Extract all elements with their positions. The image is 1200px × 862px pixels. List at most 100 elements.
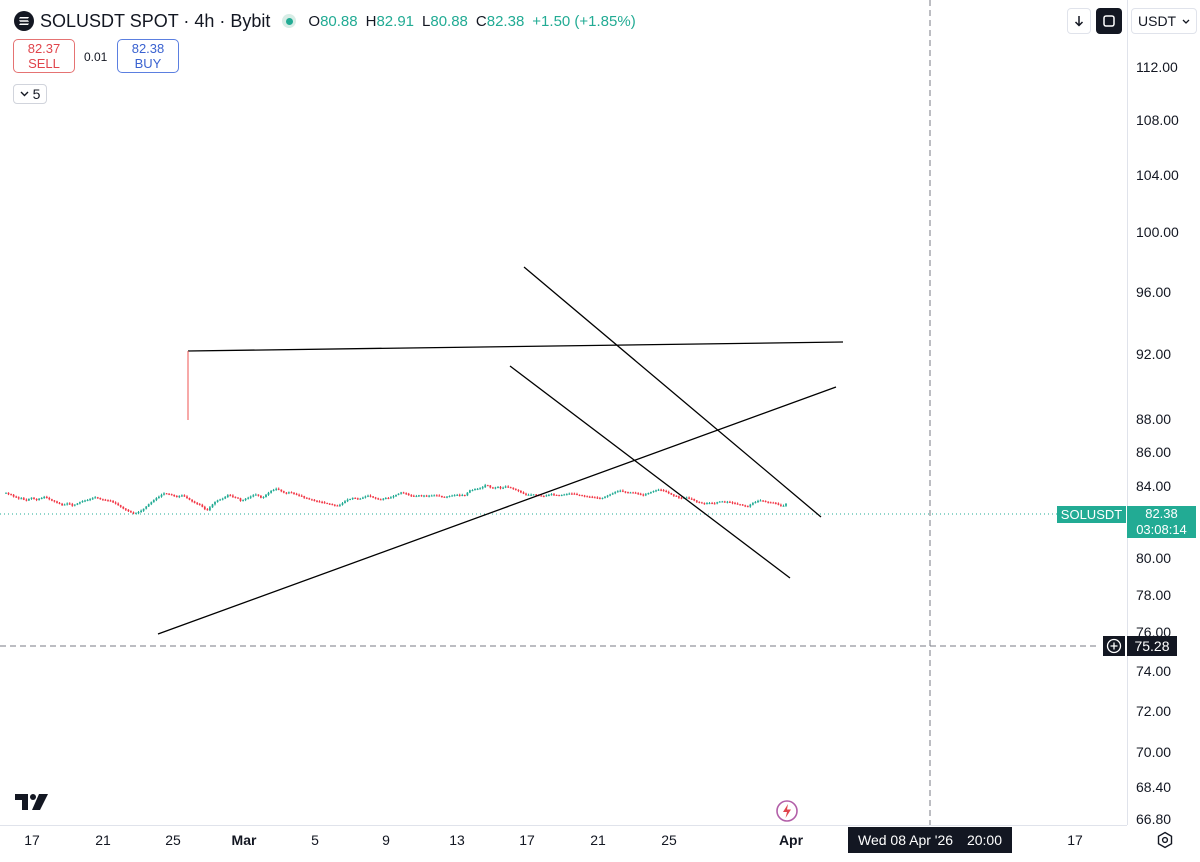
candle-body xyxy=(191,499,193,502)
candle-body xyxy=(265,494,267,497)
rising-support-trendline[interactable] xyxy=(157,386,837,635)
candle-body xyxy=(313,499,316,501)
resistance-trendline[interactable] xyxy=(187,341,844,352)
price-tick: 104.00 xyxy=(1136,167,1179,183)
candle-body xyxy=(99,498,102,500)
candle-body xyxy=(30,497,33,499)
candle-body xyxy=(764,500,767,502)
candle-body xyxy=(76,503,79,505)
candle-body xyxy=(731,502,734,504)
candle-body xyxy=(318,501,321,503)
candle-body xyxy=(158,496,160,499)
candle-body xyxy=(494,487,497,489)
candle-body xyxy=(181,495,183,497)
candle-body xyxy=(581,495,583,497)
candle-body xyxy=(667,492,670,494)
gear-icon[interactable] xyxy=(1156,831,1174,849)
candle-body xyxy=(548,494,550,496)
candle-body xyxy=(5,492,7,494)
candle-body xyxy=(163,493,165,495)
candle-body xyxy=(451,495,453,497)
candle-body xyxy=(568,493,571,495)
candle-body xyxy=(71,504,74,506)
candle-body xyxy=(632,492,634,494)
lightning-bolt-icon[interactable] xyxy=(775,799,799,823)
price-tick: 108.00 xyxy=(1136,112,1179,128)
candle-body xyxy=(586,496,589,498)
candle-body xyxy=(402,492,405,494)
candle-body xyxy=(364,496,367,498)
candle-body xyxy=(619,490,622,492)
candle-body xyxy=(117,503,120,506)
candle-body xyxy=(542,496,545,498)
candle-body xyxy=(782,505,785,507)
buy-button[interactable]: 82.38 BUY xyxy=(117,39,179,73)
candle-body xyxy=(221,498,224,500)
candle-body xyxy=(558,495,560,497)
add-alert-button[interactable] xyxy=(1103,636,1125,656)
candle-body xyxy=(476,488,479,490)
candle-body xyxy=(186,496,188,498)
tradingview-logo-icon[interactable] xyxy=(15,792,51,812)
candle-body xyxy=(45,496,48,498)
candle-body xyxy=(443,496,446,498)
candle-body xyxy=(637,493,640,495)
candle-body xyxy=(326,503,329,505)
candle-body xyxy=(652,491,655,493)
candle-body xyxy=(741,504,744,506)
candle-body xyxy=(484,485,487,488)
spread-value: 0.01 xyxy=(84,50,108,64)
candle-body xyxy=(672,494,675,496)
candle-body xyxy=(295,493,298,495)
price-tick: 100.00 xyxy=(1136,224,1179,240)
candle-body xyxy=(198,503,201,505)
candle-body xyxy=(479,488,481,490)
sell-button[interactable]: 82.37 SELL xyxy=(13,39,75,73)
candle-body xyxy=(260,495,262,498)
candle-body xyxy=(418,495,420,497)
candle-body xyxy=(68,503,71,505)
candle-body xyxy=(423,495,425,497)
candle-body xyxy=(336,505,339,507)
candle-body xyxy=(168,493,170,495)
symbol-title[interactable]: SOLUSDT SPOT · 4h · Bybit xyxy=(40,10,271,31)
candle-body xyxy=(767,501,770,503)
candle-body xyxy=(308,498,311,500)
candle-body xyxy=(701,502,703,504)
candle-body xyxy=(63,504,66,506)
candle-body xyxy=(410,495,413,497)
candle-body xyxy=(333,504,336,506)
time-tick: 17 xyxy=(519,832,535,848)
candle-body xyxy=(323,502,326,504)
candle-body xyxy=(51,499,53,501)
candle-body xyxy=(774,502,777,504)
candle-body xyxy=(94,497,97,499)
scroll-down-button[interactable] xyxy=(1067,8,1091,34)
candle-body xyxy=(61,503,63,506)
candle-body xyxy=(657,489,660,491)
bar-countdown: 03:08:14 xyxy=(1136,522,1187,537)
buy-price: 82.38 xyxy=(131,41,165,56)
channel-lower-trendline[interactable] xyxy=(509,365,791,579)
indicators-collapse-button[interactable]: 5 xyxy=(13,84,47,104)
candle-body xyxy=(346,499,349,502)
candle-body xyxy=(433,495,436,497)
candle-body xyxy=(746,506,749,508)
candle-body xyxy=(122,506,125,509)
candle-body xyxy=(81,501,84,503)
currency-selector[interactable]: USDT xyxy=(1131,8,1197,34)
channel-upper-trendline[interactable] xyxy=(523,266,822,518)
time-tick: 13 xyxy=(449,832,465,848)
fullscreen-toggle-button[interactable] xyxy=(1096,8,1122,34)
candle-body xyxy=(441,496,443,497)
candle-body xyxy=(20,498,23,500)
candle-body xyxy=(145,506,148,509)
candle-body xyxy=(140,510,142,513)
candle-body xyxy=(466,492,469,496)
candle-body xyxy=(616,491,619,493)
crosshair-price-label: 75.28 xyxy=(1127,636,1177,656)
last-price-value: 82.38 xyxy=(1145,506,1178,521)
candle-body xyxy=(565,494,568,496)
candle-body xyxy=(331,504,334,506)
